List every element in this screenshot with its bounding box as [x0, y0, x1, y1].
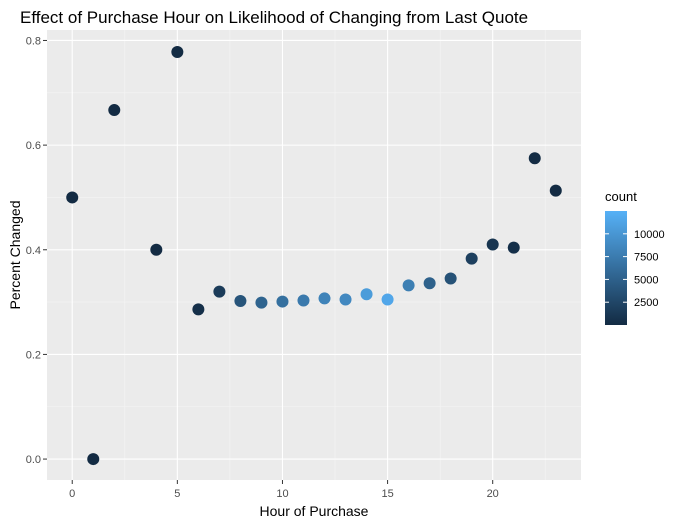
y-axis-title: Percent Changed [7, 201, 23, 310]
data-point-0 [66, 191, 79, 204]
x-tick-label: 10 [276, 488, 288, 500]
x-tick-label: 0 [69, 488, 75, 500]
data-point-13 [360, 288, 373, 301]
legend-title: count [605, 189, 637, 204]
y-tick-label: 0.4 [26, 245, 41, 257]
legend-label: 10000 [634, 229, 665, 241]
legend-ticks: 10000 7500 5000 2500 [605, 229, 665, 309]
plot-panel [47, 30, 581, 480]
data-point-17 [444, 272, 457, 285]
data-point-15 [402, 279, 415, 292]
data-point-6 [213, 285, 226, 298]
data-point-7 [234, 295, 247, 308]
data-point-12 [339, 293, 352, 306]
y-tick-label: 0.8 [26, 35, 41, 47]
data-point-11 [318, 292, 331, 305]
y-axis-ticks: 0.0 0.2 0.4 0.6 0.8 [26, 35, 47, 466]
data-point-20 [507, 241, 520, 254]
y-tick-label: 0.2 [26, 349, 41, 361]
data-point-8 [255, 296, 268, 309]
data-point-10 [297, 294, 310, 307]
data-point-16 [423, 277, 436, 290]
data-point-21 [528, 152, 541, 165]
major-gridlines [47, 30, 581, 480]
data-point-14 [381, 293, 394, 306]
chart-title: Effect of Purchase Hour on Likelihood of… [20, 8, 528, 27]
y-tick-label: 0.6 [26, 140, 41, 152]
color-legend: count 10000 7500 5000 2500 [605, 189, 665, 325]
legend-colorbar [605, 211, 627, 325]
data-point-18 [465, 252, 478, 265]
data-points [66, 45, 562, 466]
x-tick-label: 5 [174, 488, 180, 500]
legend-label: 2500 [634, 297, 658, 309]
x-axis-title: Hour of Purchase [260, 503, 369, 519]
y-tick-label: 0.0 [26, 454, 41, 466]
data-point-4 [171, 45, 184, 58]
x-tick-label: 15 [381, 488, 393, 500]
legend-label: 5000 [634, 274, 658, 286]
data-point-2 [108, 104, 121, 117]
legend-label: 7500 [634, 252, 658, 264]
data-point-3 [150, 243, 163, 256]
data-point-9 [276, 295, 289, 308]
minor-gridlines [47, 30, 581, 480]
data-point-19 [486, 238, 499, 251]
x-tick-label: 20 [487, 488, 499, 500]
data-point-22 [549, 184, 562, 197]
data-point-5 [192, 303, 205, 316]
data-point-1 [87, 453, 100, 466]
x-axis-ticks: 0 5 10 15 20 [69, 480, 499, 500]
